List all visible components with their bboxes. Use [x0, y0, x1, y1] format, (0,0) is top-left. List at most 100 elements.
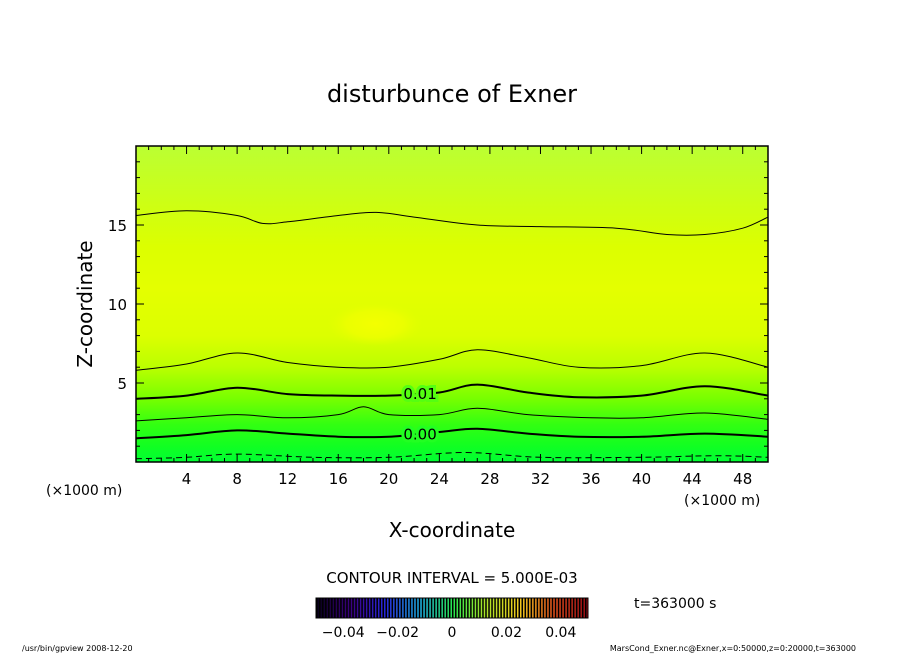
colorbar-swatch	[371, 598, 374, 618]
colorbar-swatch	[562, 598, 564, 618]
x-axis-label: X-coordinate	[389, 518, 516, 542]
colorbar-swatch	[350, 598, 353, 618]
colorbar-swatch	[420, 598, 422, 618]
colorbar-swatch	[535, 598, 537, 618]
contour-label: 0.00	[403, 425, 436, 443]
colorbar-swatch	[486, 598, 489, 618]
colorbar-swatch	[526, 598, 528, 618]
colorbar-swatch	[459, 598, 462, 618]
colorbar-swatch	[492, 598, 495, 618]
x-axis-ticks: 4 8 12 16 20 24 28 32 36 40 44 48	[148, 146, 756, 488]
colorbar-swatch	[532, 598, 534, 618]
colorbar-swatch	[477, 598, 480, 618]
colorbar-swatch	[374, 598, 377, 618]
colorbar-tick-label: 0.02	[491, 625, 522, 641]
colorbar-swatch	[429, 598, 431, 618]
colorbar-swatch	[347, 598, 350, 618]
colorbar-swatch	[523, 598, 525, 618]
colorbar-swatch	[335, 598, 338, 618]
x-tick-label: 12	[278, 470, 297, 488]
colorbar-swatch	[408, 598, 410, 618]
plot-area: 0.00 0.01	[136, 146, 768, 462]
colorbar-swatch	[541, 598, 543, 618]
colorbar-swatch	[580, 598, 582, 618]
colorbar-swatch	[368, 598, 371, 618]
contour-line	[136, 451, 768, 460]
colorbar-swatch	[317, 598, 320, 618]
footer-left: /usr/bin/gpview 2008-12-20	[22, 644, 133, 653]
colorbar-swatch	[390, 598, 392, 618]
colorbar-swatch	[495, 598, 498, 618]
colorbar-swatch	[462, 598, 465, 618]
colorbar-swatch	[571, 598, 573, 618]
colorbar-swatch	[341, 598, 344, 618]
contour-line	[136, 210, 768, 236]
colorbar-swatch	[365, 598, 368, 618]
y-tick-label: 5	[117, 375, 127, 393]
colorbar-swatch	[513, 598, 516, 618]
colorbar-swatch	[323, 598, 326, 618]
colorbar-swatch	[393, 598, 395, 618]
colorbar-swatch	[504, 598, 507, 618]
x-tick-label: 36	[581, 470, 600, 488]
contour-line	[136, 406, 768, 422]
colorbar-swatch	[510, 598, 513, 618]
contour-interval-text: CONTOUR INTERVAL = 5.000E-03	[326, 569, 577, 587]
x-tick-label: 24	[430, 470, 449, 488]
colorbar-swatch	[399, 598, 401, 618]
colorbar-swatch	[577, 598, 579, 618]
colorbar-swatch	[568, 598, 570, 618]
colorbar-swatch	[441, 598, 443, 618]
x-tick-label: 28	[480, 470, 499, 488]
colorbar-swatch	[550, 598, 552, 618]
colorbar-swatch	[586, 598, 588, 618]
y-axis-ticks: 5 10 15	[108, 161, 768, 447]
colorbar-tick-label: −0.04	[322, 625, 365, 641]
y-axis-label: Z-coordinate	[73, 240, 97, 367]
colorbar-swatch	[405, 598, 407, 618]
x-unit-label-left: (×1000 m)	[46, 483, 122, 499]
colorbar-swatch	[359, 598, 362, 618]
colorbar-swatch	[450, 598, 452, 618]
colorbar-tick-label: 0	[448, 625, 457, 641]
contour-line	[136, 427, 768, 440]
colorbar-swatch	[453, 598, 456, 618]
colorbar-swatch	[456, 598, 459, 618]
colorbar-swatch	[320, 598, 323, 618]
colorbar-swatch	[377, 598, 380, 618]
x-tick-label: 20	[379, 470, 398, 488]
colorbar-swatch	[474, 598, 477, 618]
contour-line	[136, 349, 768, 371]
y-tick-label: 15	[108, 217, 127, 235]
x-tick-label: 44	[683, 470, 702, 488]
colorbar-swatch	[396, 598, 398, 618]
x-tick-label: 32	[531, 470, 550, 488]
contour-label: 0.01	[403, 385, 436, 403]
x-tick-label: 48	[733, 470, 752, 488]
x-tick-label: 16	[329, 470, 348, 488]
x-tick-label: 4	[182, 470, 192, 488]
time-label: t=363000 s	[634, 596, 716, 612]
colorbar-swatch	[414, 598, 416, 618]
colorbar-swatch	[332, 598, 335, 618]
colorbar-swatch	[480, 598, 483, 618]
contour-line	[136, 383, 768, 400]
colorbar-swatch	[556, 598, 558, 618]
colorbar-swatch	[426, 598, 428, 618]
colorbar-swatch	[402, 598, 404, 618]
colorbar-swatch	[538, 598, 540, 618]
colorbar-tick-label: −0.02	[376, 625, 419, 641]
contour-fill-background	[136, 146, 768, 462]
colorbar-swatch	[387, 598, 389, 618]
colorbar-swatch	[353, 598, 356, 618]
colorbar-swatch	[559, 598, 561, 618]
x-tick-label: 40	[632, 470, 651, 488]
colorbar-swatch	[423, 598, 425, 618]
chart-title: disturbunce of Exner	[327, 80, 577, 108]
colorbar-swatch	[444, 598, 446, 618]
footer-right: MarsCond_Exner.nc@Exner,x=0:50000,z=0:20…	[610, 644, 856, 653]
colorbar-swatch	[471, 598, 474, 618]
contour-lines: 0.00 0.01	[136, 210, 768, 460]
colorbar-swatch	[489, 598, 492, 618]
colorbar-swatch	[438, 598, 440, 618]
